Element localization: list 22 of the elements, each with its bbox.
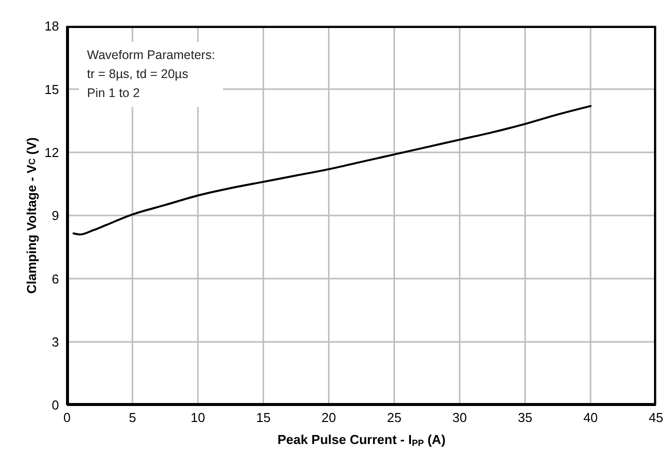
annotation: tr = 8µs, td = 20µs [87,66,190,83]
x-tick-label: 25 [386,410,402,426]
x-tick-label: 30 [452,410,467,426]
y-tick-label: 9 [52,208,59,224]
y-tick-label: 3 [52,334,59,350]
y-tick-label: 6 [52,271,59,286]
x-tick-label: 45 [648,410,664,426]
x-tick-label: 40 [583,410,598,426]
y-tick-label: 15 [44,82,59,97]
y-tick-label: 12 [44,144,59,160]
y-tick-label: 18 [44,18,59,34]
x-axis-title: Peak Pulse Current - I$_{PP}$ (A) [277,432,446,448]
annotation: Pin 1 to 2 [87,85,141,102]
annotation: Waveform Parameters: [87,47,216,64]
x-tick-label: 35 [518,410,532,426]
x-tick-label: 0 [63,410,71,426]
x-tick-label: 10 [190,410,206,426]
x-tick-label: 15 [256,410,271,426]
x-tick-label: 20 [322,410,336,426]
x-tick-label: 5 [128,410,136,426]
y-tick-label: 0 [52,398,59,413]
line-series [72,105,592,236]
